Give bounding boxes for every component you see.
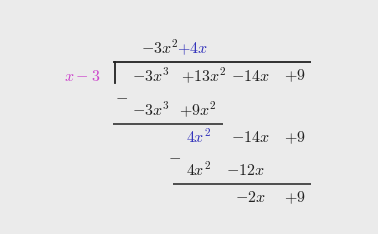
- Text: $4x^2$: $4x^2$: [186, 129, 211, 147]
- Text: $-14x$: $-14x$: [231, 129, 270, 146]
- Text: $-12x$: $-12x$: [226, 162, 264, 179]
- Text: $-$: $-$: [168, 148, 181, 165]
- Text: $-3x^3$: $-3x^3$: [132, 67, 170, 85]
- Text: $+9$: $+9$: [284, 68, 306, 85]
- Text: $-2x$: $-2x$: [235, 190, 266, 206]
- Text: $+9$: $+9$: [284, 129, 306, 146]
- Text: $x-3$: $x-3$: [64, 68, 100, 85]
- Text: $-3x^2$: $-3x^2$: [141, 40, 179, 58]
- Text: $-$: $-$: [115, 88, 129, 105]
- Text: $+4x$: $+4x$: [177, 40, 208, 57]
- Text: $-3x^3$: $-3x^3$: [132, 101, 170, 120]
- Text: $+13x^2$: $+13x^2$: [181, 66, 227, 86]
- Text: $-14x$: $-14x$: [231, 68, 270, 85]
- Text: $+9$: $+9$: [284, 190, 306, 206]
- Text: $4x^2$: $4x^2$: [186, 161, 211, 180]
- Text: $+9x^2$: $+9x^2$: [180, 100, 217, 121]
